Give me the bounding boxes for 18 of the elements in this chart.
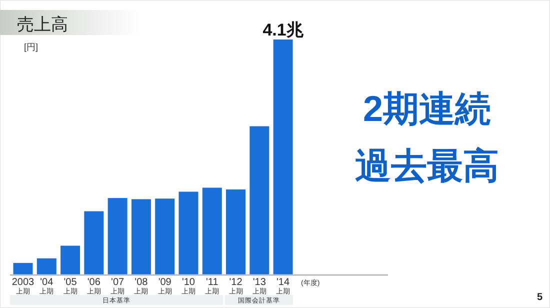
bar [226, 189, 246, 275]
bar [13, 262, 33, 275]
chart-title: 売上高 [17, 15, 68, 34]
text: 過去最高 [355, 145, 499, 186]
bar [202, 188, 222, 275]
bar [60, 246, 80, 275]
bar [36, 258, 56, 275]
bar [155, 198, 175, 275]
text: 2期連続 [362, 88, 492, 129]
text: 5 [537, 292, 543, 303]
data-label: 4.1兆 [262, 20, 304, 40]
bar [178, 192, 198, 275]
bar [250, 126, 270, 275]
bar [273, 40, 293, 275]
bar [131, 199, 151, 275]
bar [108, 198, 128, 275]
y-axis-title: [円] [24, 42, 38, 52]
bar [84, 211, 104, 275]
